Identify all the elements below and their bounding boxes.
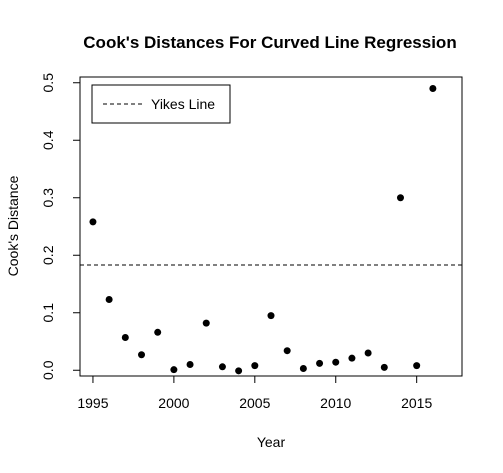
y-tick-label: 0.0: [40, 360, 56, 380]
y-tick-label: 0.3: [40, 188, 56, 208]
x-tick-label: 2000: [158, 395, 189, 411]
data-point: [170, 366, 178, 374]
data-point: [186, 361, 194, 368]
data-point: [413, 362, 421, 370]
data-point: [202, 319, 210, 327]
data-point: [121, 333, 129, 341]
data-point: [218, 363, 226, 371]
data-point: [283, 347, 291, 355]
data-point: [396, 194, 404, 202]
data-point: [267, 312, 275, 320]
data-point: [429, 85, 437, 92]
data-point: [332, 358, 340, 366]
x-tick-label: 2005: [239, 395, 270, 411]
y-tick-label: 0.1: [40, 303, 56, 323]
x-tick-label: 1995: [77, 395, 108, 411]
data-point: [235, 367, 243, 375]
y-tick-label: 0.2: [40, 245, 56, 265]
data-point: [89, 218, 97, 226]
data-point: [105, 296, 113, 304]
data-points: [89, 85, 437, 375]
data-point: [316, 359, 324, 367]
x-axis-label: Year: [257, 434, 286, 450]
data-point: [138, 351, 146, 359]
legend-box: [91, 84, 231, 124]
data-point: [251, 362, 259, 370]
x-tick-label: 2010: [320, 395, 351, 411]
data-point: [364, 349, 372, 357]
y-axis: 0.0 0.1 0.2 0.3 0.4 0.5: [40, 73, 81, 380]
x-tick-label: 2015: [401, 395, 432, 411]
x-axis: 1995 2000 2005 2010 2015: [77, 375, 432, 411]
data-point: [348, 354, 356, 362]
legend-label: Yikes Line: [151, 96, 215, 112]
y-tick-label: 0.5: [40, 73, 56, 93]
data-point: [154, 328, 162, 336]
y-axis-label: Cook's Distance: [5, 175, 21, 276]
legend: Yikes Line: [91, 84, 231, 124]
chart-title: Cook's Distances For Curved Line Regress…: [83, 33, 456, 52]
data-point: [380, 363, 388, 371]
y-tick-label: 0.4: [40, 130, 56, 150]
data-point: [299, 365, 307, 373]
